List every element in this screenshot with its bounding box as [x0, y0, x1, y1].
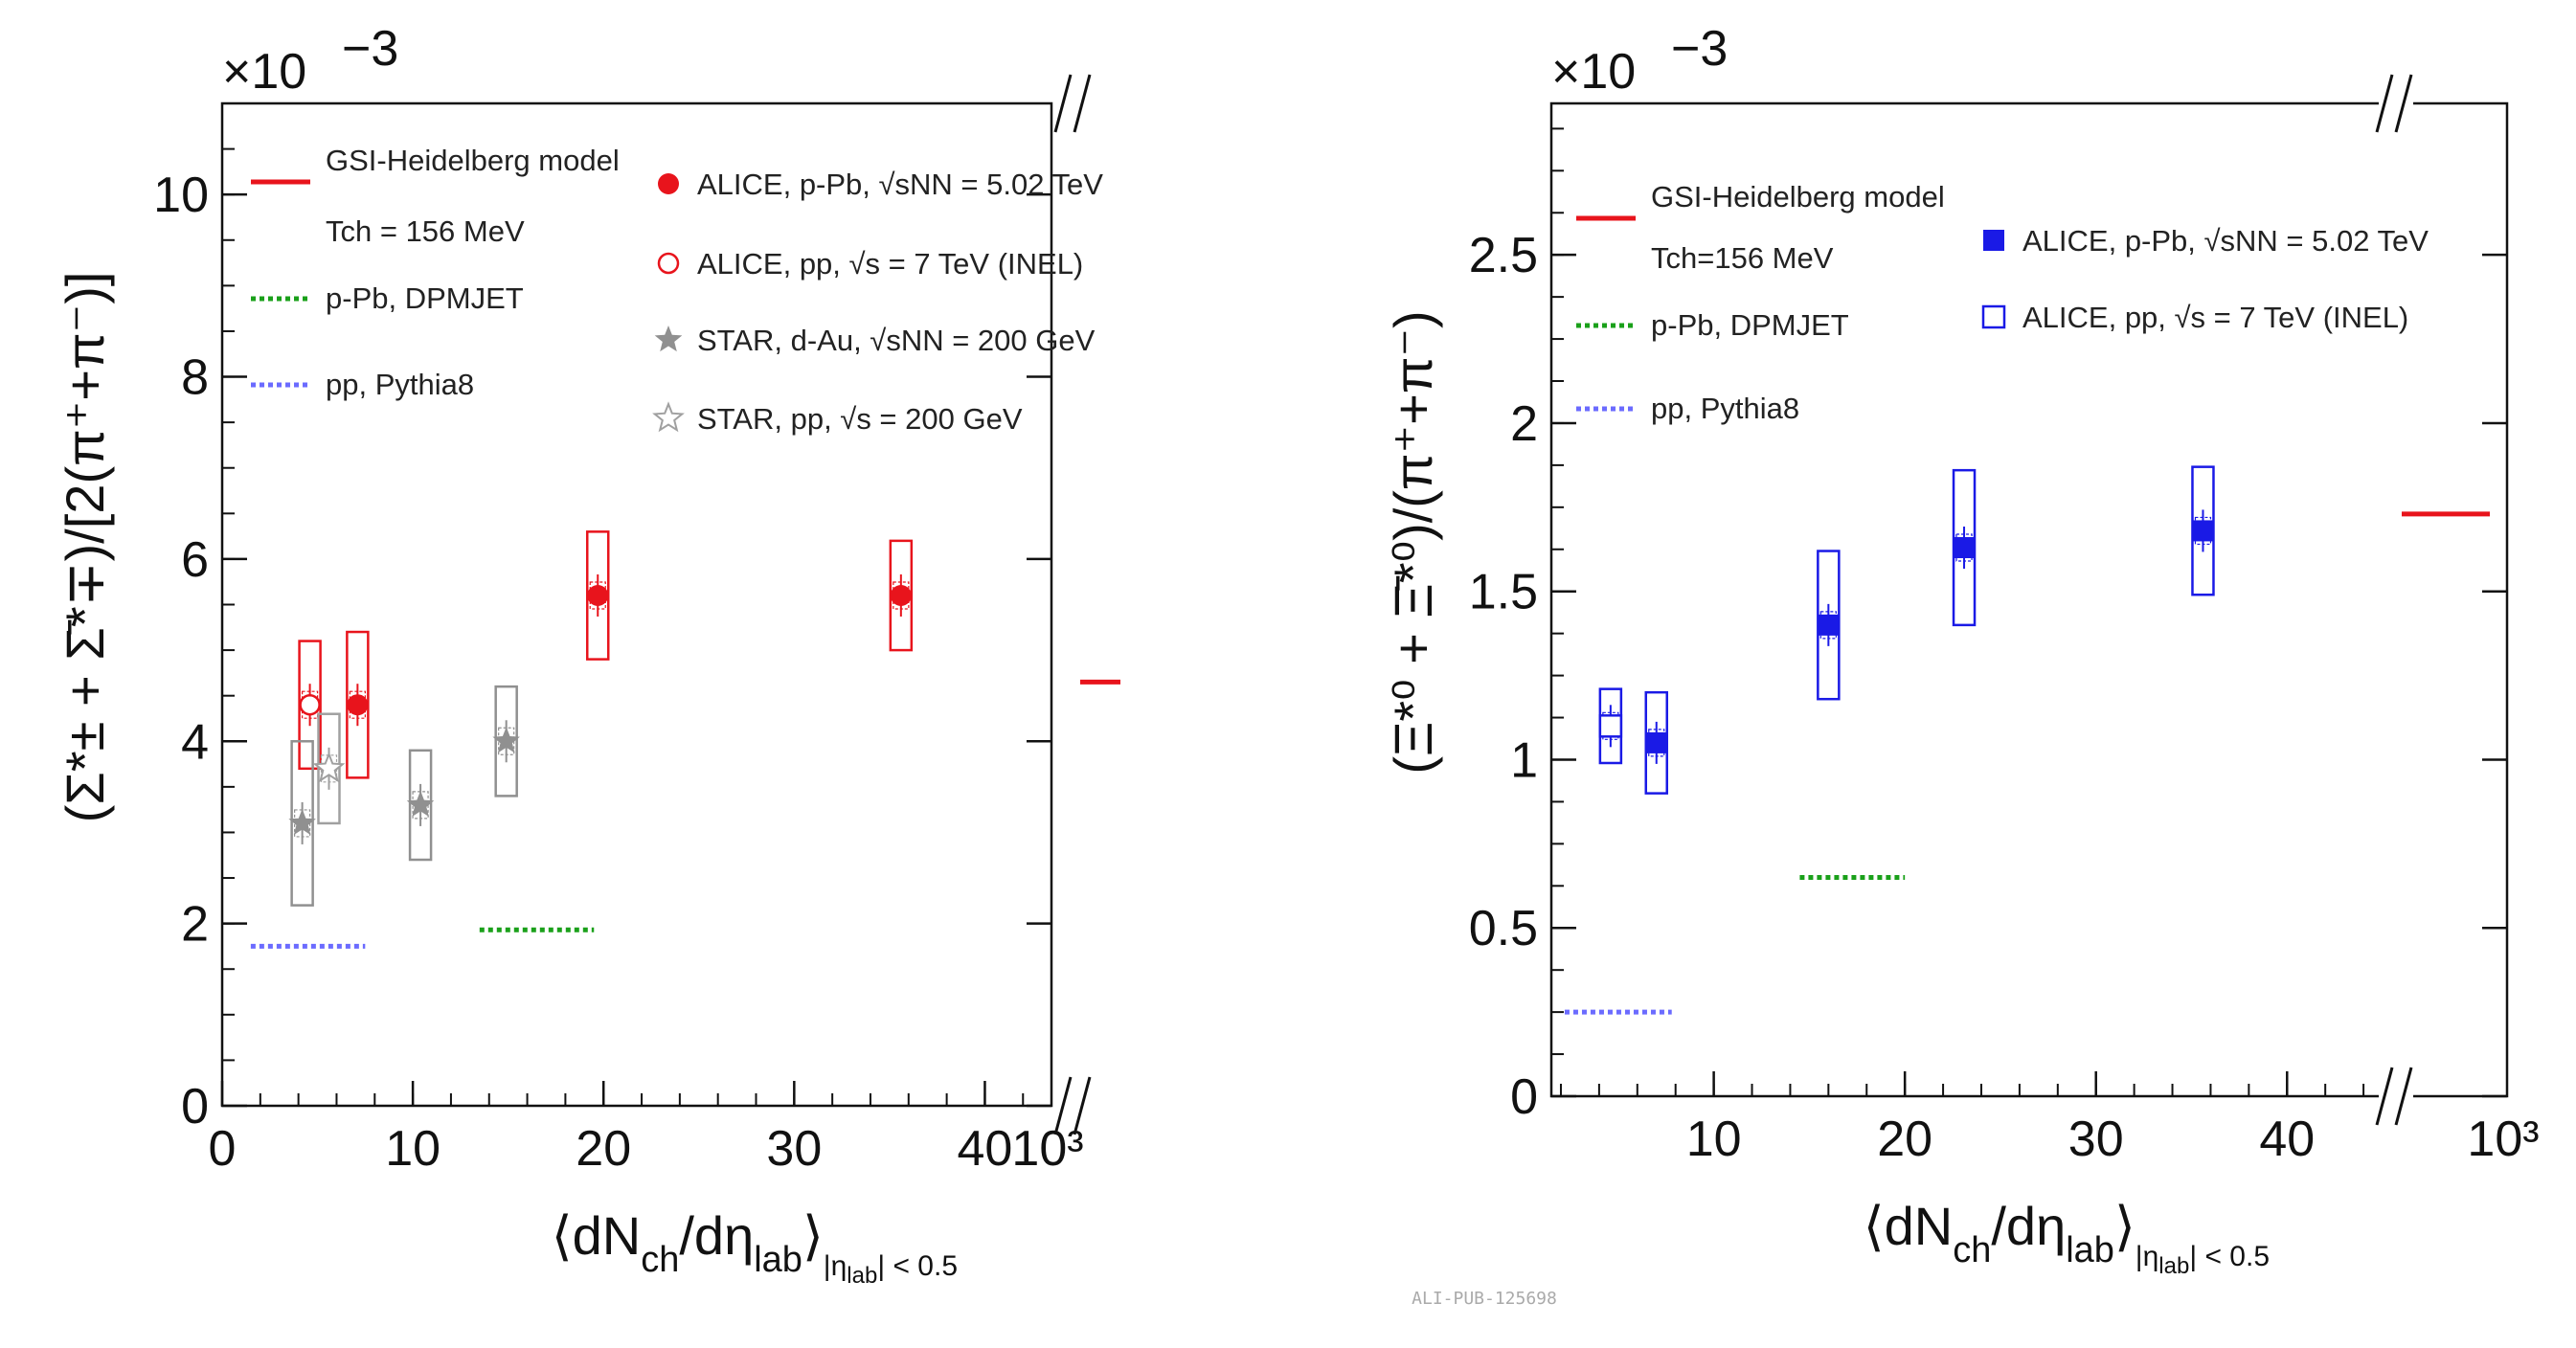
x-break-label: 10³: [1011, 1121, 1083, 1177]
x-axis-title-part: | < 0.5: [2189, 1241, 2270, 1272]
legend-label-line2: Tch=156 MeV: [1651, 241, 1834, 275]
legend-label: ALICE, p-Pb, √sNN = 5.02 TeV: [697, 168, 1103, 201]
data-point: [299, 693, 321, 716]
y-tick-label: 8: [181, 350, 209, 406]
syst-box: [290, 740, 314, 907]
axis-break-mark: [2394, 1067, 2413, 1126]
x-tick-label: 10: [1686, 1112, 1742, 1167]
x-axis-title: ⟨dNch/dηlab⟩|ηlab| < 0.5: [1864, 1196, 2270, 1279]
legend-label: GSI-Heidelberg model: [1651, 180, 1945, 213]
legend-marker: [658, 173, 679, 194]
legend-label: p-Pb, DPMJET: [1651, 308, 1849, 342]
data-point: [312, 752, 346, 783]
y-tick-label: 0.5: [1469, 901, 1538, 956]
legend-label: STAR, pp, √s = 200 GeV: [697, 402, 1023, 436]
axis-break-mark: [1073, 74, 1092, 133]
axis-break-mark: [1053, 1076, 1073, 1135]
axis-break-mark: [2375, 1067, 2394, 1126]
legend-label: ALICE, pp, √s = 7 TeV (INEL): [697, 247, 1083, 281]
x-tick-label: 20: [576, 1121, 631, 1177]
x-tick-label: 30: [766, 1121, 822, 1177]
legend-label: p-Pb, DPMJET: [326, 281, 524, 315]
x-axis-title-part: ⟩: [2114, 1196, 2135, 1256]
y-tick-label: 0: [181, 1079, 209, 1135]
data-point: [1598, 714, 1623, 738]
axis-break-mark: [2394, 74, 2413, 133]
y-axis-title: (Ξ*⁰ + Ξ̄*⁰)/(π⁺+π⁻): [1383, 310, 1443, 774]
x-tick-label: 30: [2068, 1112, 2124, 1167]
y-axis-title: (Σ*± + Σ̄*∓)/[2(π⁺+π⁻)]: [55, 272, 115, 823]
data-point: [1645, 731, 1667, 753]
x-axis-title-part: ⟨dN: [552, 1205, 641, 1266]
y-tick-label: 2.5: [1469, 228, 1538, 283]
data-point: [587, 584, 609, 606]
x-axis-title-part: |η: [2135, 1241, 2158, 1272]
x-axis-title-part: ch: [641, 1240, 679, 1280]
y-scale-exponent: −3: [342, 21, 398, 77]
legend-marker: [1981, 304, 2006, 329]
y-tick-label: 4: [181, 714, 209, 770]
x-break-label: 10³: [2467, 1112, 2539, 1167]
legend-label: ALICE, pp, √s = 7 TeV (INEL): [2022, 301, 2408, 334]
axis-break-mark: [1053, 74, 1073, 133]
y-tick-label: 1.5: [1469, 565, 1538, 620]
legend-label: ALICE, p-Pb, √sNN = 5.02 TeV: [2022, 224, 2429, 258]
data-point: [890, 584, 912, 606]
y-scale-exponent: −3: [1671, 21, 1728, 77]
data-point: [2192, 520, 2214, 542]
x-axis-title-part: lab: [847, 1263, 877, 1289]
x-axis-title-part: /dη: [1991, 1196, 2066, 1256]
legend-marker: [652, 401, 685, 433]
x-axis-title-part: /dη: [679, 1205, 754, 1266]
plot-frame: [1549, 101, 2509, 1098]
x-tick-label: 0: [209, 1121, 237, 1177]
x-axis-title-part: lab: [2066, 1230, 2114, 1270]
y-tick-label: 2: [1510, 396, 1538, 452]
x-tick-label: 40: [958, 1121, 1013, 1177]
y-tick-label: 6: [181, 532, 209, 588]
data-point: [288, 808, 316, 836]
y-scale-label: ×10: [222, 44, 306, 100]
data-point: [492, 727, 520, 753]
y-scale-label: ×10: [1551, 44, 1636, 100]
y-tick-label: 1: [1510, 732, 1538, 788]
data-point: [1818, 614, 1840, 636]
syst-box: [317, 712, 341, 825]
x-axis-title-part: lab: [2158, 1253, 2189, 1279]
data-point: [406, 790, 435, 817]
x-axis-title: ⟨dNch/dηlab⟩|ηlab| < 0.5: [552, 1205, 958, 1289]
x-axis-title-part: ⟨dN: [1864, 1196, 1953, 1256]
left-panel: 0 2 4 6 8 10 0 10 20 30 40 10³ ×10 −3 (Σ*± + Σ̄*∓)/[2(…: [55, 21, 1120, 1289]
y-tick-label: 0: [1510, 1069, 1538, 1125]
legend-label-line2: Tch = 156 MeV: [326, 214, 525, 248]
legend-marker: [657, 252, 680, 275]
right-panel: 0 0.5 1 1.5 2 2.5 10 20 30 40 10³ ×10 −3 (Ξ*⁰ + Ξ̄*⁰)…: [1383, 21, 2540, 1279]
syst-box: [408, 749, 433, 862]
x-axis-title-part: lab: [754, 1240, 802, 1280]
syst-box: [494, 685, 518, 798]
legend-marker: [1983, 230, 2004, 251]
legend-label: pp, Pythia8: [326, 368, 474, 401]
watermark: ALI-PUB-125698: [1412, 1289, 1557, 1309]
x-axis-title-part: | < 0.5: [877, 1250, 958, 1282]
legend-label: GSI-Heidelberg model: [326, 144, 620, 177]
y-tick-label: 2: [181, 897, 209, 953]
data-point: [1954, 537, 1976, 559]
x-axis-title-part: |η: [824, 1250, 847, 1282]
legend-label: pp, Pythia8: [1651, 392, 1799, 425]
x-tick-label: 10: [385, 1121, 441, 1177]
data-point: [347, 694, 369, 716]
y-tick-label: 10: [153, 168, 209, 223]
x-tick-label: 40: [2259, 1112, 2315, 1167]
legend-marker: [654, 326, 683, 352]
legend-label: STAR, d-Au, √sNN = 200 GeV: [697, 324, 1096, 357]
x-tick-label: 20: [1877, 1112, 1932, 1167]
axis-break-mark: [1073, 1076, 1092, 1135]
x-axis-title-part: ch: [1953, 1230, 1991, 1270]
x-axis-title-part: ⟩: [802, 1205, 824, 1266]
axis-break-mark: [2375, 74, 2394, 133]
